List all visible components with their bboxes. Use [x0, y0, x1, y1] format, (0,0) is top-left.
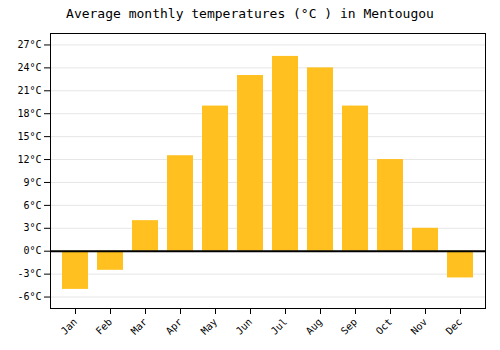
- svg-text:Jan: Jan: [59, 316, 80, 337]
- svg-text:-3°C: -3°C: [17, 268, 41, 279]
- svg-text:12°C: 12°C: [17, 154, 41, 165]
- svg-text:Oct: Oct: [374, 316, 395, 337]
- svg-text:-6°C: -6°C: [17, 291, 41, 302]
- svg-text:Mar: Mar: [129, 316, 150, 337]
- svg-text:Nov: Nov: [409, 316, 430, 337]
- svg-text:Apr: Apr: [164, 316, 185, 337]
- svg-text:9°C: 9°C: [23, 177, 41, 188]
- svg-text:Feb: Feb: [94, 316, 115, 337]
- svg-text:Sep: Sep: [339, 316, 360, 337]
- svg-text:Aug: Aug: [304, 316, 325, 337]
- svg-text:Jul: Jul: [269, 316, 290, 337]
- html-text:Average monthly temperatures (: Average monthly temperatures (°C ) in Me…: [66, 6, 434, 21]
- svg-text:15°C: 15°C: [17, 131, 41, 142]
- svg-text:Dec: Dec: [444, 316, 465, 337]
- svg-text:21°C: 21°C: [17, 85, 41, 96]
- svg-text:Jun: Jun: [234, 316, 255, 337]
- svg-text:18°C: 18°C: [17, 108, 41, 119]
- svg-text:0°C: 0°C: [23, 245, 41, 256]
- svg-text:May: May: [199, 316, 220, 337]
- svg-text:3°C: 3°C: [23, 222, 41, 233]
- svg-text:27°C: 27°C: [17, 39, 41, 50]
- svg-text:6°C: 6°C: [23, 200, 41, 211]
- svg-text:24°C: 24°C: [17, 62, 41, 73]
